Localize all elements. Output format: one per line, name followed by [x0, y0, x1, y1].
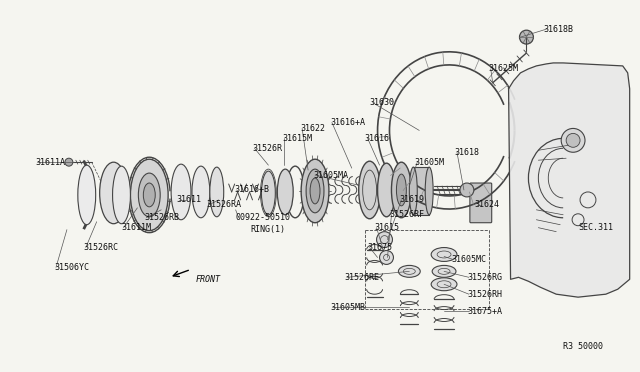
Text: 31616+A: 31616+A — [330, 118, 365, 127]
Ellipse shape — [143, 183, 156, 207]
Circle shape — [65, 158, 73, 166]
Text: 31675: 31675 — [367, 243, 393, 252]
Ellipse shape — [277, 169, 293, 215]
Ellipse shape — [301, 159, 329, 223]
Ellipse shape — [262, 171, 275, 215]
Text: 31526RC: 31526RC — [84, 243, 119, 252]
Text: 31622: 31622 — [300, 124, 325, 133]
Ellipse shape — [138, 173, 160, 217]
Ellipse shape — [425, 167, 433, 215]
Circle shape — [380, 250, 394, 264]
Text: 31624: 31624 — [475, 201, 500, 209]
Text: 31630: 31630 — [370, 98, 395, 107]
Circle shape — [376, 232, 392, 247]
Text: 31616: 31616 — [365, 134, 390, 143]
Text: 31618B: 31618B — [543, 25, 573, 34]
Text: R3 50000: R3 50000 — [563, 342, 603, 351]
Text: 31526RG: 31526RG — [467, 273, 502, 282]
Text: 31605M: 31605M — [414, 158, 444, 167]
Text: 31605MA: 31605MA — [313, 171, 348, 180]
Text: 31611: 31611 — [176, 195, 201, 204]
Ellipse shape — [431, 247, 457, 262]
Text: 31675+A: 31675+A — [467, 307, 502, 315]
Ellipse shape — [410, 167, 417, 215]
Ellipse shape — [210, 167, 224, 217]
Ellipse shape — [378, 163, 396, 217]
Ellipse shape — [113, 166, 131, 224]
Ellipse shape — [171, 164, 191, 220]
Ellipse shape — [131, 159, 168, 231]
Text: 31526R: 31526R — [253, 144, 282, 153]
Ellipse shape — [100, 162, 127, 224]
Text: SEC.311: SEC.311 — [578, 223, 613, 232]
Text: 00922-50510: 00922-50510 — [236, 213, 291, 222]
Ellipse shape — [392, 162, 412, 218]
Text: 31615: 31615 — [374, 223, 399, 232]
Text: 31615M: 31615M — [282, 134, 312, 143]
Circle shape — [460, 183, 474, 197]
Text: 31506YC: 31506YC — [54, 263, 89, 272]
Ellipse shape — [306, 169, 324, 213]
Text: 31616+B: 31616+B — [235, 186, 269, 195]
Ellipse shape — [431, 278, 457, 291]
Circle shape — [520, 30, 533, 44]
Ellipse shape — [432, 265, 456, 277]
Text: 31605MB: 31605MB — [330, 302, 365, 312]
Text: 31526RB: 31526RB — [145, 213, 179, 222]
FancyBboxPatch shape — [470, 183, 492, 223]
Ellipse shape — [310, 178, 320, 204]
Text: 31611A: 31611A — [35, 158, 65, 167]
Text: 31526RF: 31526RF — [390, 210, 424, 219]
Text: 31605MC: 31605MC — [451, 255, 486, 264]
Ellipse shape — [192, 166, 210, 218]
Ellipse shape — [399, 265, 420, 277]
Ellipse shape — [396, 174, 406, 206]
Ellipse shape — [78, 165, 96, 225]
Text: 31618: 31618 — [454, 148, 479, 157]
Text: 31619: 31619 — [399, 195, 424, 204]
Text: 31625M: 31625M — [489, 64, 519, 73]
Ellipse shape — [358, 161, 381, 219]
Circle shape — [561, 128, 585, 152]
Text: RING(1): RING(1) — [250, 225, 285, 234]
Text: 31526RE: 31526RE — [345, 273, 380, 282]
Circle shape — [566, 134, 580, 147]
Text: 31526RH: 31526RH — [467, 290, 502, 299]
Polygon shape — [509, 63, 630, 297]
Text: 31526RA: 31526RA — [207, 201, 242, 209]
Polygon shape — [413, 167, 429, 215]
Text: 31611M: 31611M — [122, 223, 152, 232]
Text: FRONT: FRONT — [196, 275, 221, 284]
